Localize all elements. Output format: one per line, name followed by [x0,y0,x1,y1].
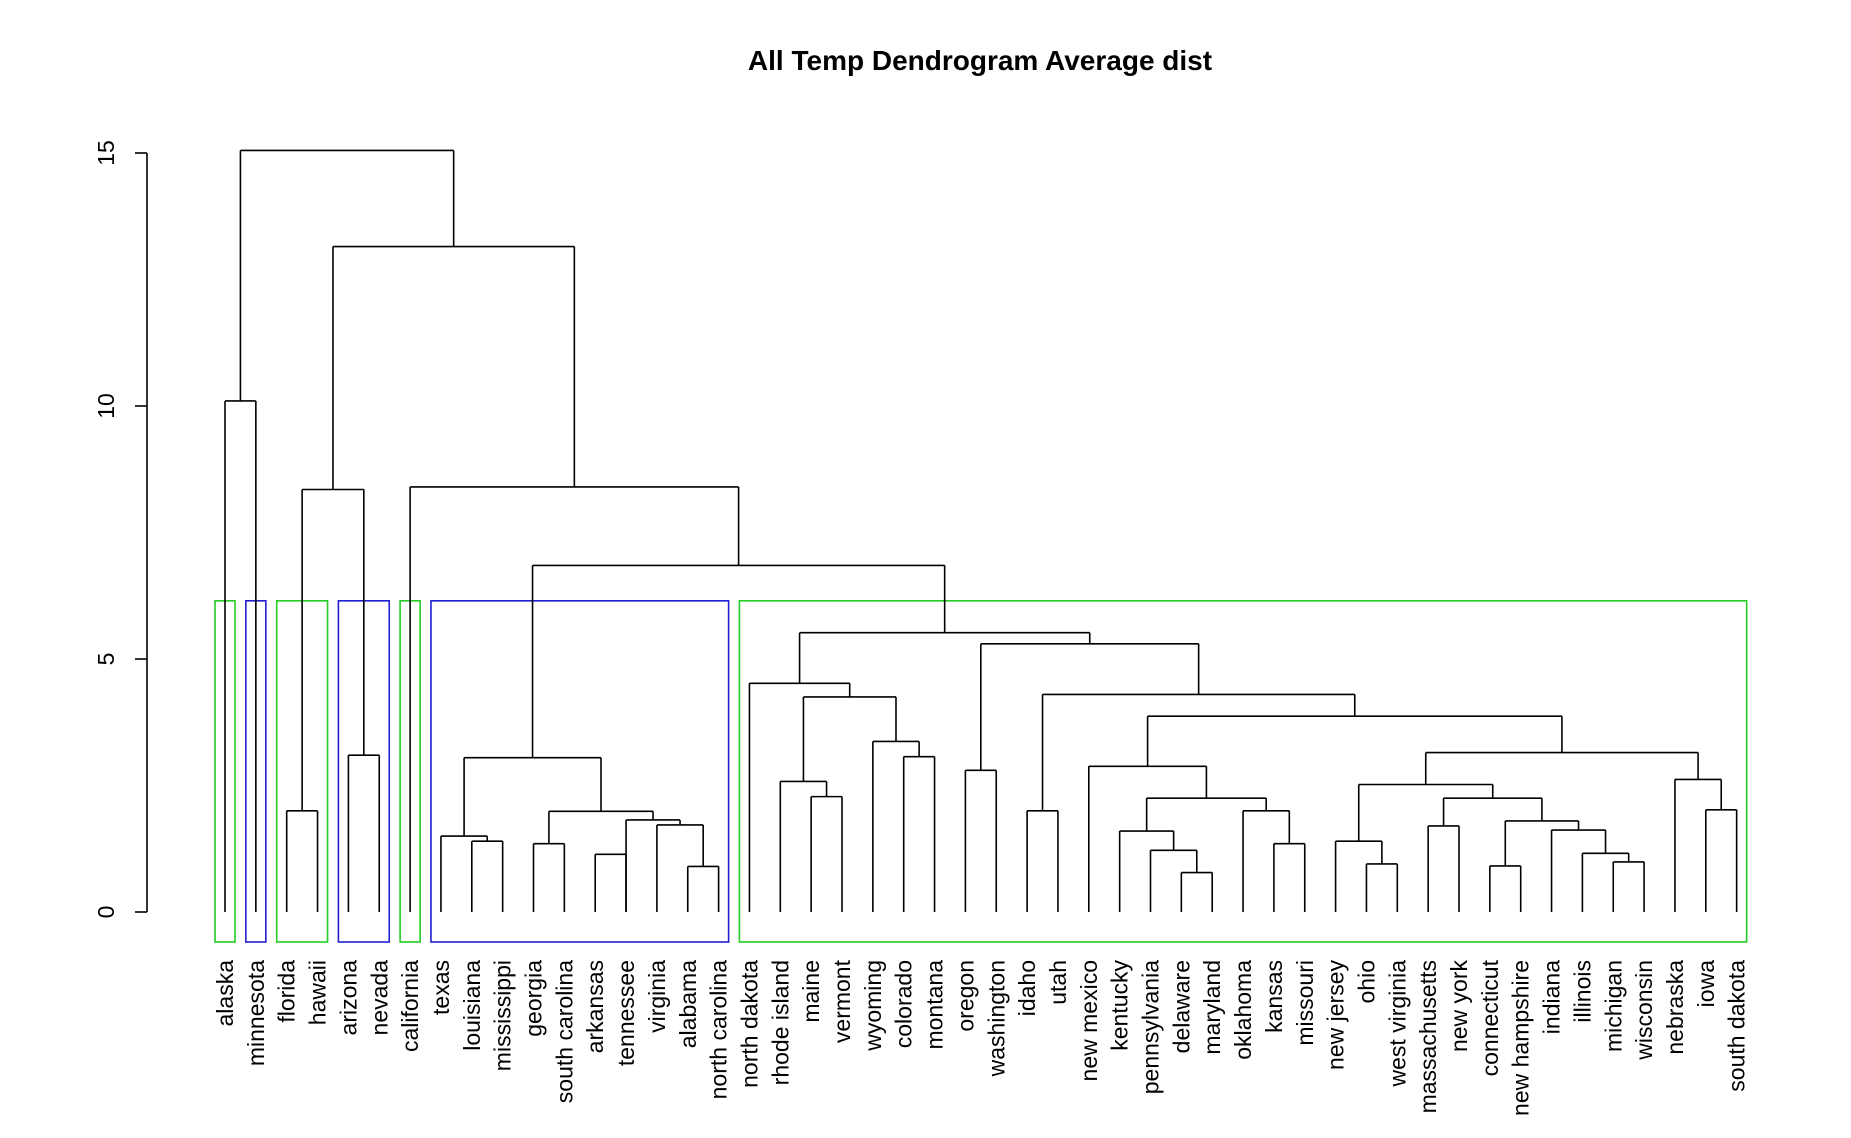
cluster-box [430,600,730,943]
leaf-label: washington [983,960,1009,1077]
leaf-label: vermont [829,959,855,1043]
leaf-label: nebraska [1662,960,1688,1055]
leaf-label: oklahoma [1230,960,1256,1060]
leaf-labels: alaska minnesota florida hawaii arizona nevad… [212,959,1750,1116]
leaf-label: michigan [1600,960,1626,1052]
leaf-label: north dakota [736,960,762,1088]
leaf-label: california [397,960,423,1052]
leaf-label: ohio [1353,960,1379,1003]
leaf-label: kansas [1261,960,1287,1033]
leaf-label: north carolina [706,960,732,1100]
cluster-box [738,600,1748,943]
dendrogram-links [224,149,1738,912]
leaf-label: arkansas [582,960,608,1053]
leaf-label: nevada [366,960,392,1036]
leaf-label: georgia [521,960,547,1037]
leaf-label: south carolina [551,960,577,1103]
leaf-label: virginia [644,960,670,1033]
leaf-label: mississippi [490,960,516,1071]
leaf-label: tennessee [613,960,639,1066]
leaf-label: south dakota [1724,960,1750,1092]
y-axis: 0 5 10 15 [93,140,148,919]
leaf-label: missouri [1292,960,1318,1046]
leaf-label: new york [1446,960,1472,1053]
leaf-label: connecticut [1477,959,1503,1076]
leaf-label: wisconsin [1631,960,1657,1061]
leaf-label: utah [1045,960,1071,1005]
leaf-label: colorado [891,960,917,1048]
leaf-label: alabama [675,960,701,1048]
leaf-label: new mexico [1076,960,1102,1081]
leaf-label: oregon [952,960,978,1032]
y-tick-label: 15 [93,140,119,166]
leaf-label: pennsylvania [1138,960,1164,1094]
y-tick-label: 0 [93,906,119,919]
leaf-label: arizona [335,960,361,1036]
leaf-label: massachusetts [1415,960,1441,1113]
leaf-label: rhode island [767,960,793,1085]
y-tick-label: 5 [93,653,119,666]
leaf-label: maryland [1199,960,1225,1055]
leaf-label: wyoming [860,960,886,1052]
leaf-label: kentucky [1107,960,1133,1051]
leaf-label: new jersey [1323,960,1349,1070]
leaf-label: new hampshire [1508,960,1534,1116]
leaf-label: iowa [1693,960,1719,1008]
y-tick-label: 10 [93,393,119,419]
leaf-label: minnesota [243,960,269,1066]
leaf-label: west virginia [1384,960,1410,1088]
chart-title: All Temp Dendrogram Average dist [748,45,1212,76]
leaf-label: texas [428,960,454,1015]
leaf-label: idaho [1014,960,1040,1016]
leaf-label: hawaii [305,960,331,1025]
leaf-label: florida [274,960,300,1023]
leaf-label: montana [922,960,948,1050]
leaf-label: louisiana [459,960,485,1051]
leaf-label: indiana [1539,960,1565,1034]
leaf-label: delaware [1168,960,1194,1053]
leaf-label: maine [798,960,824,1023]
leaf-label: alaska [212,960,238,1027]
leaf-label: illinois [1569,960,1595,1023]
